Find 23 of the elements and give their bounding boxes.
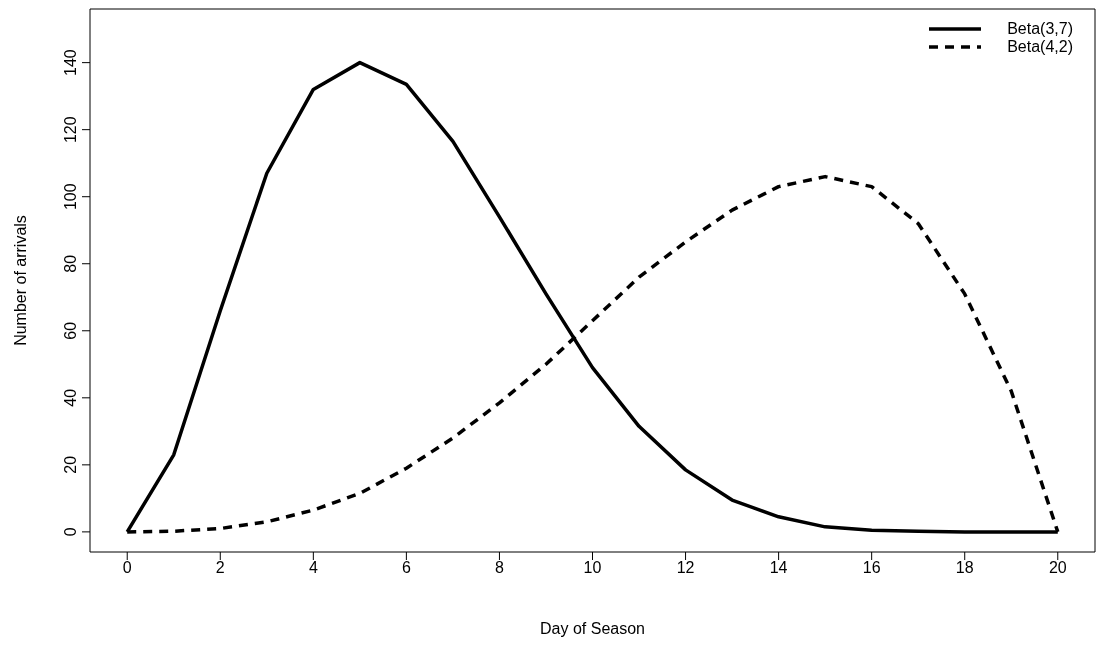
x-tick-label: 20 <box>1048 559 1067 577</box>
legend-label: Beta(4,2) <box>1007 38 1073 56</box>
y-tick-label: 140 <box>62 49 79 76</box>
x-tick-label: 16 <box>862 559 881 577</box>
y-tick-label: 100 <box>62 183 79 211</box>
x-tick-label: 14 <box>769 559 788 577</box>
y-axis-title: Number of arrivals <box>12 215 29 346</box>
x-tick-label: 2 <box>215 559 225 577</box>
y-tick-label: 0 <box>62 527 79 537</box>
x-tick-label: 10 <box>583 559 602 577</box>
y-tick-label: 20 <box>62 455 79 474</box>
y-tick-label: 120 <box>62 116 79 144</box>
y-tick-label: 60 <box>62 321 79 340</box>
x-tick-label: 12 <box>676 559 695 577</box>
x-tick-label: 0 <box>122 559 132 577</box>
x-tick-label: 4 <box>308 559 318 577</box>
y-tick-label: 40 <box>62 388 79 407</box>
x-axis-title: Day of Season <box>540 620 645 637</box>
x-tick-label: 6 <box>401 559 411 577</box>
y-tick-label: 80 <box>62 254 79 273</box>
x-tick-label: 8 <box>494 559 504 577</box>
legend-label: Beta(3,7) <box>1007 20 1073 38</box>
x-tick-label: 18 <box>955 559 974 577</box>
